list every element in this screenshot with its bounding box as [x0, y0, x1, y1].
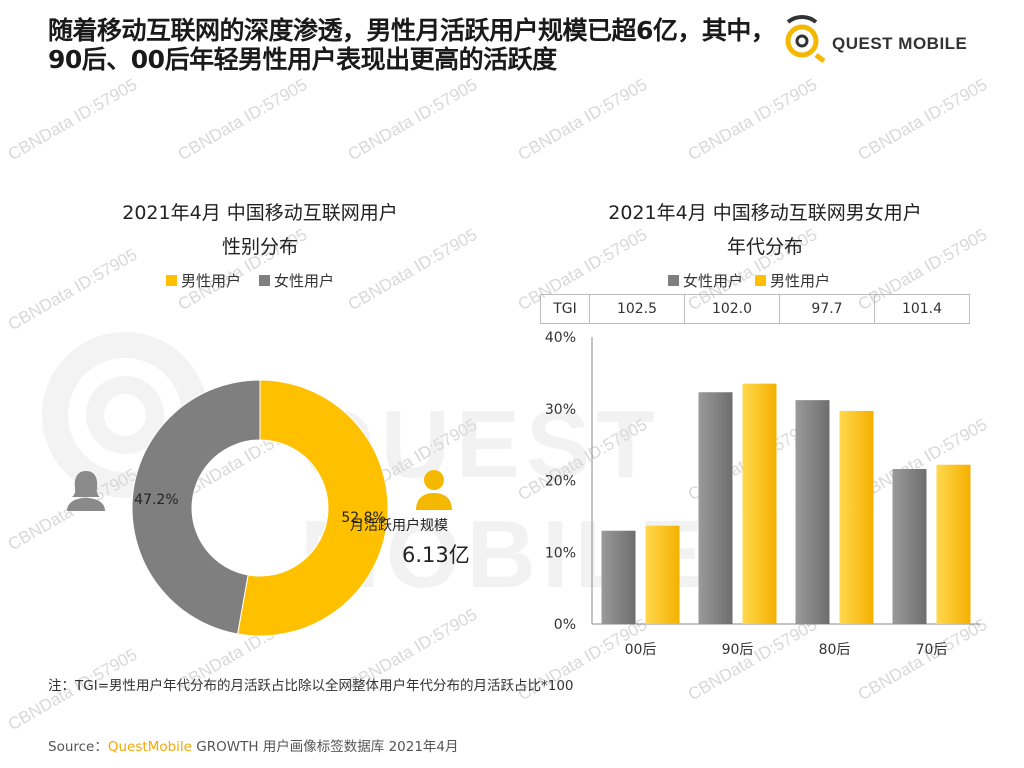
right-title-line1: 2021年4月 中国移动互联网男女用户	[608, 202, 922, 224]
x-tick-label: 80后	[819, 642, 851, 658]
legend-female-label: 女性用户	[683, 272, 744, 290]
tgi-cell: 102.5	[589, 294, 685, 324]
male-user-icon	[416, 470, 452, 510]
male-swatch	[755, 275, 767, 286]
left-title-line1: 2021年4月 中国移动互联网用户	[122, 202, 398, 224]
right-legend: 女性用户 男性用户	[668, 270, 830, 291]
source-rest: GROWTH 用户画像标签数据库 2021年4月	[191, 739, 459, 755]
watermark-text: CBNData ID:57905	[4, 74, 141, 165]
right-chart-title: 2021年4月 中国移动互联网男女用户 年代分布	[560, 196, 970, 264]
source-prefix: Source：	[48, 739, 108, 755]
male-swatch	[166, 275, 177, 286]
tgi-label: TGI	[540, 294, 590, 324]
x-tick-label: 70后	[916, 642, 948, 658]
y-tick-label: 30%	[545, 402, 576, 418]
donut-slice-male	[237, 379, 389, 637]
female-swatch	[259, 275, 271, 286]
source-line: Source：QuestMobile GROWTH 用户画像标签数据库 2021…	[48, 735, 459, 755]
donut-data-label: 47.2%	[134, 492, 178, 508]
y-tick-label: 20%	[545, 474, 576, 490]
bar-male	[936, 464, 971, 624]
watermark-text: CBNData ID:57905	[174, 74, 311, 165]
watermark-text: CBNData ID:57905	[854, 74, 991, 165]
x-tick-label: 90后	[722, 642, 754, 658]
legend-male-label: 男性用户	[770, 272, 831, 290]
watermark-text: CBNData ID:57905	[344, 74, 481, 165]
y-tick-label: 40%	[545, 330, 576, 346]
tgi-table: TGI 102.5 102.0 97.7 101.4	[540, 294, 970, 324]
y-tick-label: 0%	[554, 617, 576, 633]
female-swatch	[668, 275, 679, 286]
donut-chart: 52.8% 47.2%	[131, 379, 389, 637]
tgi-cell: 102.0	[684, 294, 780, 324]
bar-female	[698, 392, 733, 624]
legend-male-label: 男性用户	[181, 272, 242, 290]
scale-value: 6.13亿	[402, 543, 470, 567]
quest-mobile-logo-icon	[785, 14, 826, 63]
bar-female	[892, 469, 927, 624]
x-tick-label: 00后	[625, 642, 657, 658]
donut-data-label: 52.8%	[341, 510, 385, 526]
tgi-cell: 97.7	[779, 294, 875, 324]
source-brand: QuestMobile	[107, 739, 192, 755]
left-chart-title: 2021年4月 中国移动互联网用户 性别分布	[60, 196, 460, 264]
page-title: 随着移动互联网的深度渗透，男性月活跃用户规模已超6亿，其中，90后、00后年轻男…	[48, 16, 776, 74]
footnote: 注：TGI=男性用户年代分布的月活跃占比除以全网整体用户年代分布的月活跃占比*1…	[48, 678, 574, 694]
bar-male	[742, 383, 777, 624]
logo-text: QUEST MOBILE	[832, 34, 968, 53]
female-user-icon	[67, 471, 105, 511]
left-legend: 男性用户 女性用户	[166, 270, 334, 291]
bar-male	[839, 410, 874, 624]
scale-label: 月活跃用户规模	[350, 518, 448, 534]
bar-chart: 0% 10% 20% 30% 40% 00后 90后 80后 70后	[545, 330, 980, 658]
watermark-text: CBNData ID:57905	[684, 74, 821, 165]
bar-female	[601, 530, 636, 624]
legend-female-label: 女性用户	[274, 272, 335, 290]
donut-slice-female	[131, 379, 261, 635]
bar-female	[795, 400, 830, 624]
left-title-line2: 性别分布	[221, 236, 298, 258]
watermark-text: CBNData ID:57905	[514, 74, 651, 165]
y-tick-label: 10%	[545, 545, 576, 561]
tgi-cell: 101.4	[874, 294, 970, 324]
right-title-line2: 年代分布	[726, 236, 803, 258]
bar-male	[645, 525, 680, 624]
